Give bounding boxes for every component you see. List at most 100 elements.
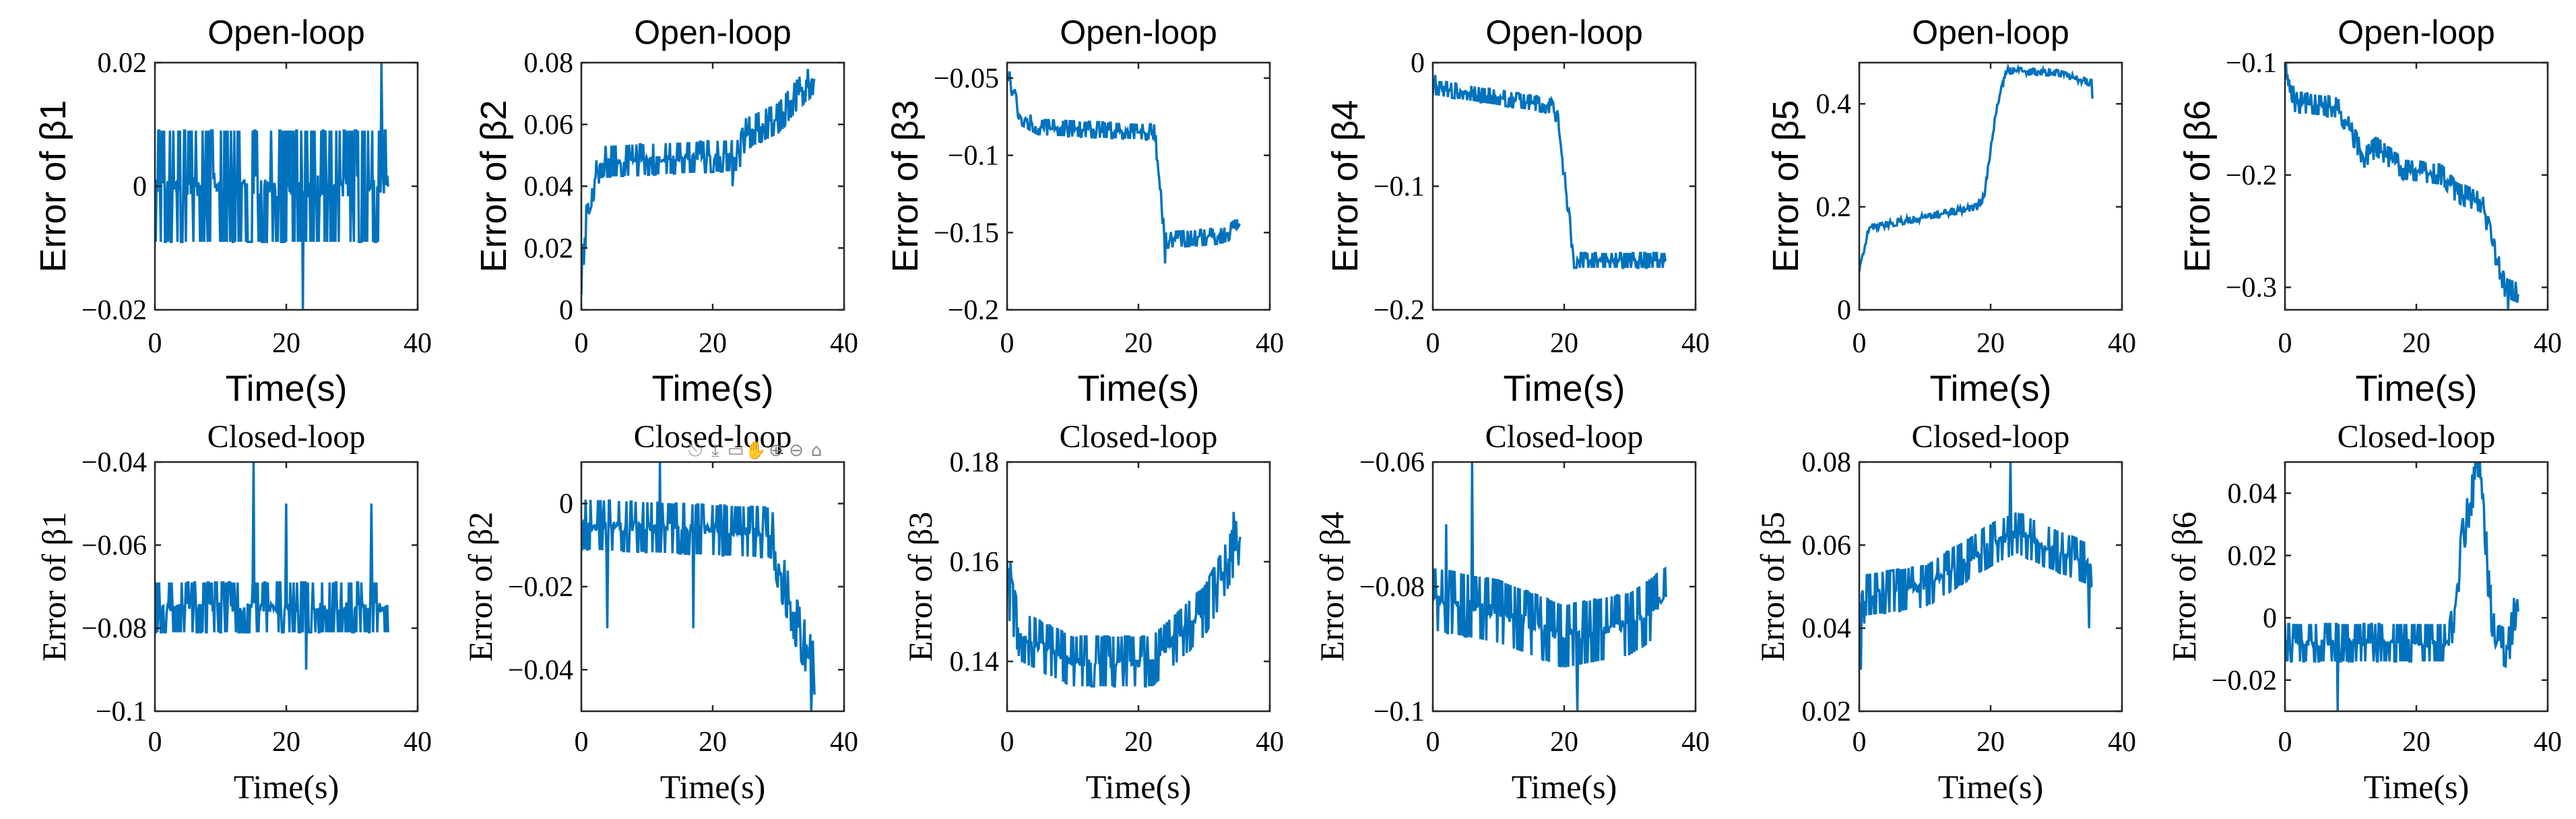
export-icon[interactable]: ⤓ xyxy=(711,440,719,461)
subplot-8: 0 20 40 −0.04 −0.02 0 Closed-loop Time(s) Error … xyxy=(461,419,858,806)
x-axis-label: Time(s) xyxy=(1504,368,1625,409)
y-tick-label: 0.02 xyxy=(524,233,574,264)
x-tick-label: 0 xyxy=(2278,727,2292,758)
y-tick-label: 0.06 xyxy=(524,110,574,141)
axes-toolbar[interactable]: ⎋ ⤓ ▭ ✋ ⊕ ⊖ ⌂ xyxy=(688,440,823,461)
subplot-6: 0 20 40 −0.3 −0.2 −0.1 Open-loop Time(s) Error o… xyxy=(2177,13,2562,409)
subplot-5: 0 20 40 0 0.2 0.4 Open-loop Time(s) Error of β5 xyxy=(1766,13,2136,409)
axes-box xyxy=(1858,61,2123,311)
y-axis-label: Error of β2 xyxy=(461,512,499,662)
x-tick-label: 20 xyxy=(1976,328,2005,359)
x-tick-label: 20 xyxy=(1550,727,1578,758)
x-axis-label: Time(s) xyxy=(2356,368,2478,409)
x-tick-label: 0 xyxy=(2278,328,2292,359)
series-line xyxy=(2285,63,2519,310)
y-tick-label: 0 xyxy=(133,172,147,203)
y-axis-label: Error of β6 xyxy=(2165,512,2203,662)
x-axis-label: Time(s) xyxy=(1930,368,2052,409)
series-line xyxy=(1433,75,1667,269)
x-tick-label: 40 xyxy=(1256,727,1284,758)
x-tick-label: 0 xyxy=(1853,727,1867,758)
y-tick-label: −0.02 xyxy=(82,295,147,326)
restore-icon[interactable]: ⎋ xyxy=(688,440,703,461)
x-axis-label: Time(s) xyxy=(1512,768,1617,806)
y-tick-label: 0.08 xyxy=(524,48,574,79)
subplot-title: Closed-loop xyxy=(1912,419,2070,455)
x-tick-label: 0 xyxy=(1426,328,1440,359)
y-tick-label: 0 xyxy=(2263,603,2277,634)
y-tick-label: −0.02 xyxy=(508,572,573,603)
axes-box xyxy=(1006,61,1271,311)
x-tick-label: 20 xyxy=(272,328,300,359)
subplot-title: Open-loop xyxy=(634,13,792,51)
axes-box xyxy=(580,461,845,713)
y-tick-label: −0.08 xyxy=(1359,572,1425,603)
x-tick-label: 40 xyxy=(404,727,432,758)
x-tick-label: 40 xyxy=(404,328,432,359)
x-tick-label: 0 xyxy=(1000,727,1015,758)
y-tick-label: −0.06 xyxy=(1359,447,1425,478)
y-axis-label: Error of β4 xyxy=(1325,100,1365,272)
x-tick-label: 20 xyxy=(1124,727,1153,758)
subplot-title: Closed-loop xyxy=(1485,419,1644,455)
x-tick-label: 0 xyxy=(148,328,162,359)
subplot-4: 0 20 40 −0.2 −0.1 0 Open-loop Time(s) Error of β… xyxy=(1325,13,1710,409)
y-tick-label: −0.02 xyxy=(2212,665,2277,696)
y-axis-label: Error of β3 xyxy=(901,512,939,662)
y-tick-label: −0.2 xyxy=(948,295,999,326)
y-tick-label: 0.04 xyxy=(1802,614,1852,645)
zoom-out-icon[interactable]: ⊖ xyxy=(789,440,804,461)
series-line xyxy=(581,462,816,711)
x-tick-label: 0 xyxy=(1426,727,1440,758)
x-tick-label: 40 xyxy=(830,328,858,359)
data-tip-icon[interactable]: ▭ xyxy=(728,440,744,461)
home-icon[interactable]: ⌂ xyxy=(811,440,823,461)
y-tick-label: 0.18 xyxy=(950,447,1000,478)
series-line xyxy=(155,63,389,310)
x-axis-label: Time(s) xyxy=(660,768,766,806)
y-tick-label: −0.15 xyxy=(934,218,999,249)
series-line xyxy=(1859,63,2094,272)
y-tick-label: 0.02 xyxy=(1802,696,1852,727)
x-axis-label: Time(s) xyxy=(652,368,774,409)
subplot-title: Open-loop xyxy=(2338,13,2495,51)
subplot-title: Closed-loop xyxy=(2338,419,2496,455)
y-tick-label: −0.3 xyxy=(2226,273,2277,304)
pan-icon[interactable]: ✋ xyxy=(745,440,767,461)
x-tick-label: 20 xyxy=(2402,328,2430,359)
x-axis-label: Time(s) xyxy=(1086,768,1192,806)
y-tick-label: 0 xyxy=(559,295,573,326)
x-axis-label: Time(s) xyxy=(1938,768,2044,806)
y-tick-label: −0.1 xyxy=(1374,696,1425,727)
x-tick-label: 0 xyxy=(575,727,589,758)
y-tick-label: −0.1 xyxy=(96,696,147,727)
series-line xyxy=(1007,71,1241,264)
subplot-12: 0 20 40−0.0200.020.04Closed-loopTime(s)Err… xyxy=(2165,419,2562,806)
y-tick-label: 0.14 xyxy=(950,647,1000,678)
y-axis-label: Error of β1 xyxy=(35,512,73,662)
y-tick-label: 0.04 xyxy=(2228,478,2278,509)
x-tick-label: 0 xyxy=(1000,328,1015,359)
y-axis-label: Error of β5 xyxy=(1766,100,1806,272)
y-axis-label: Error of β2 xyxy=(474,100,514,272)
x-tick-label: 40 xyxy=(1681,727,1710,758)
x-axis-label: Time(s) xyxy=(234,768,340,806)
subplot-title: Closed-loop xyxy=(207,419,366,455)
y-tick-label: −0.05 xyxy=(934,63,999,94)
y-tick-label: −0.1 xyxy=(948,141,999,172)
x-tick-label: 20 xyxy=(699,328,727,359)
subplot-title: Open-loop xyxy=(1060,13,1217,51)
x-tick-label: 40 xyxy=(2534,727,2562,758)
x-tick-label: 0 xyxy=(575,328,589,359)
y-tick-label: −0.06 xyxy=(82,530,147,561)
zoom-in-icon[interactable]: ⊕ xyxy=(769,440,783,461)
y-tick-label: 0.06 xyxy=(1802,530,1852,561)
x-axis-label: Time(s) xyxy=(1078,368,1200,409)
y-tick-label: 0.02 xyxy=(2228,541,2278,572)
y-tick-label: −0.04 xyxy=(82,447,147,478)
series-line xyxy=(1007,511,1242,688)
x-tick-label: 40 xyxy=(2534,328,2562,359)
x-tick-label: 20 xyxy=(1976,727,2005,758)
